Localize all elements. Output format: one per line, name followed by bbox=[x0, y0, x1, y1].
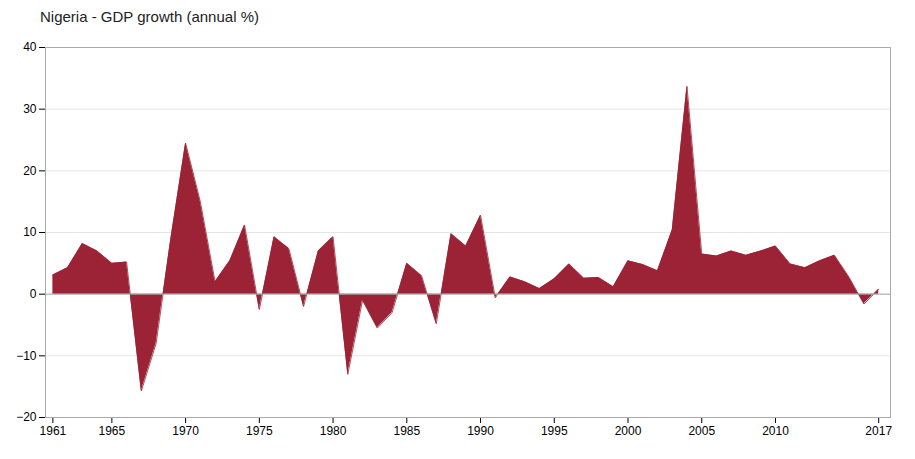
svg-text:0: 0 bbox=[30, 287, 37, 301]
svg-text:2017: 2017 bbox=[865, 424, 892, 438]
svg-text:40: 40 bbox=[23, 40, 37, 54]
svg-text:20: 20 bbox=[23, 164, 37, 178]
svg-text:1961: 1961 bbox=[40, 424, 67, 438]
svg-text:1985: 1985 bbox=[393, 424, 420, 438]
svg-text:−20: −20 bbox=[16, 410, 37, 424]
svg-text:1980: 1980 bbox=[320, 424, 347, 438]
svg-text:30: 30 bbox=[23, 102, 37, 116]
svg-text:1965: 1965 bbox=[99, 424, 126, 438]
html-text:Nigeria - GDP growth (annual %: Nigeria - GDP growth (annual %) bbox=[40, 8, 259, 25]
svg-text:2000: 2000 bbox=[615, 424, 642, 438]
svg-text:1990: 1990 bbox=[467, 424, 494, 438]
svg-text:1995: 1995 bbox=[541, 424, 568, 438]
svg-text:2005: 2005 bbox=[688, 424, 715, 438]
svg-text:1970: 1970 bbox=[172, 424, 199, 438]
svg-text:1975: 1975 bbox=[246, 424, 273, 438]
svg-text:−10: −10 bbox=[16, 349, 37, 363]
svg-text:10: 10 bbox=[23, 225, 37, 239]
svg-text:2010: 2010 bbox=[762, 424, 789, 438]
